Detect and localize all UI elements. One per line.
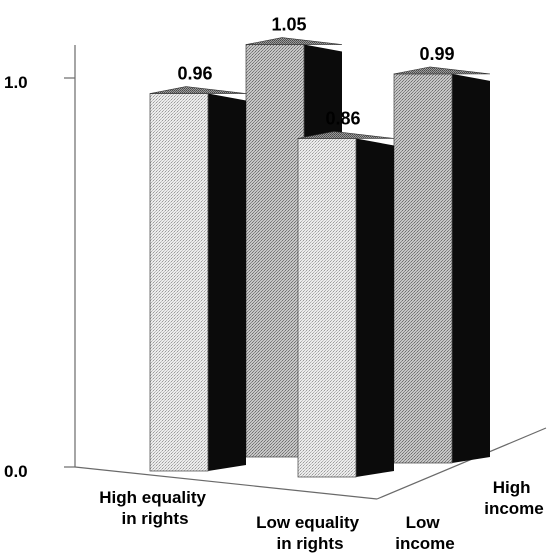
depth-label-high-income: High income	[484, 478, 544, 518]
category-label-high-equality: High equality in rights	[99, 488, 210, 528]
value-label-0-low-income: 0.96	[177, 64, 212, 84]
bar-1-high-income-front	[393, 73, 453, 464]
bar-1-low-income-side	[356, 138, 394, 477]
value-label-1-low-income: 0.86	[325, 108, 360, 128]
bar-1-high-income-side	[452, 73, 490, 463]
bar-1-high-income	[393, 66, 491, 464]
depth-label-low-income: Low income	[395, 513, 455, 553]
category-label-low-equality: Low equality in rights	[256, 513, 364, 553]
bar-1-low-income-front	[297, 138, 357, 478]
bar-0-high-income-top	[245, 37, 343, 45]
floor-front-edge	[74, 466, 378, 500]
axes: 1.0 0.0	[4, 45, 547, 500]
bar-0-low-income	[149, 86, 247, 472]
category-labels: High equality in rights Low equality in …	[99, 478, 544, 553]
y-tick-label-bottom: 0.0	[4, 462, 28, 481]
floor-depth-edge	[376, 427, 547, 500]
value-label-0-high-income: 1.05	[271, 15, 306, 35]
bar-1-low-income-top	[297, 131, 395, 139]
value-label-1-high-income: 0.99	[419, 44, 454, 64]
bar-0-low-income-side	[208, 93, 246, 471]
bar-1-high-income-top	[393, 66, 491, 75]
bar-0-low-income-front	[149, 93, 209, 472]
bars: 1.05 0.99 0.96 0.86	[149, 15, 491, 478]
bar-1-low-income	[297, 131, 395, 478]
bar-0-low-income-top	[149, 86, 247, 94]
bar-0-high-income-front	[245, 44, 305, 458]
y-tick-label-top: 1.0	[4, 73, 28, 92]
